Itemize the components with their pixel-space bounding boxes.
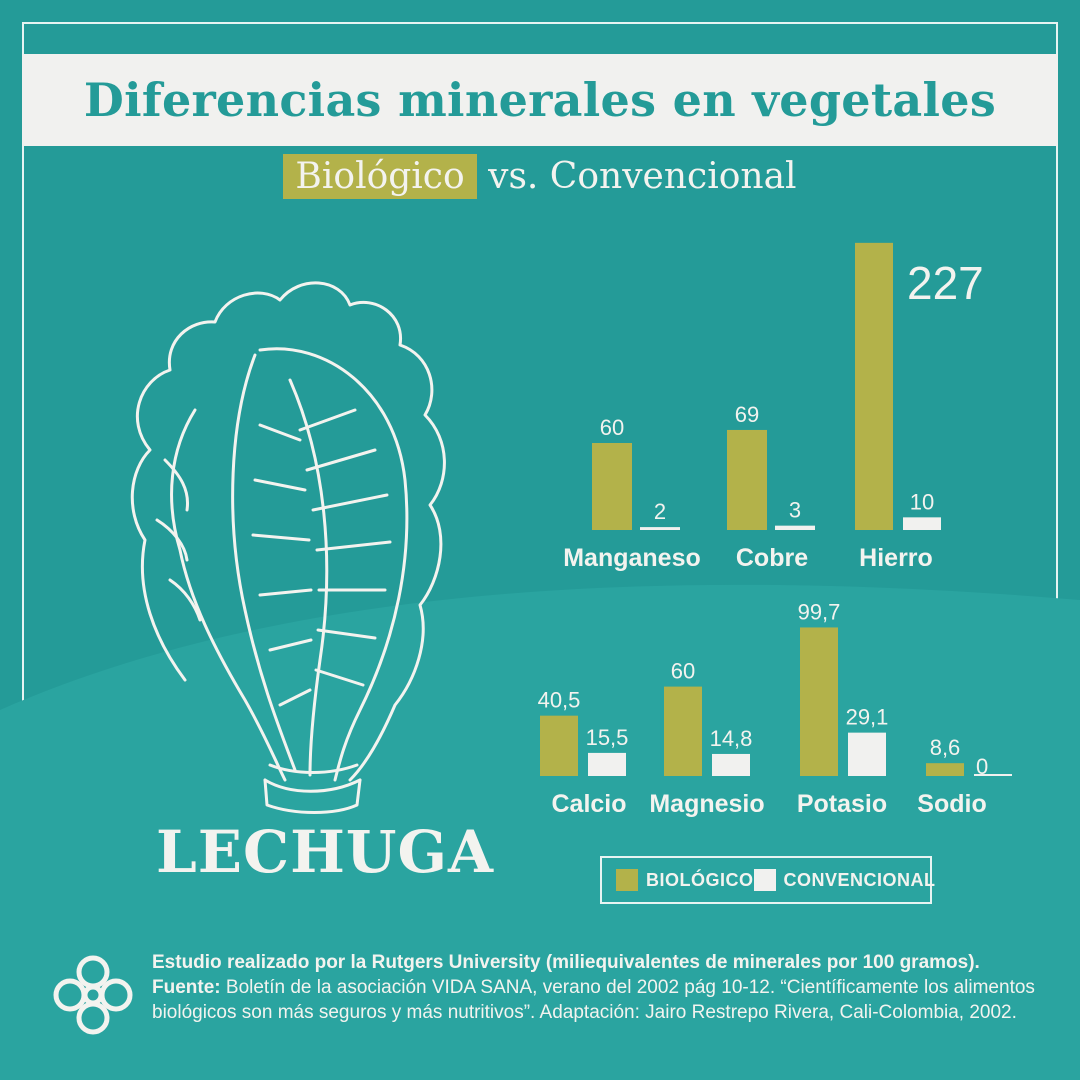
value-label-biologico-sodio: 8,6 — [930, 735, 961, 760]
legend-swatch-convencional — [753, 869, 776, 891]
value-label-biologico-hierro: 227 — [907, 257, 984, 309]
bar-convencional-sodio — [974, 774, 1012, 776]
bar-biologico-sodio — [926, 763, 964, 776]
chart-legend: BIOLÓGICO CONVENCIONAL — [600, 856, 935, 904]
bar-biologico-manganeso — [592, 443, 632, 530]
subtitle-rest: vs. Convencional — [488, 156, 797, 197]
value-label-convencional-sodio: 0 — [976, 754, 988, 779]
category-label-hierro: Hierro — [859, 544, 933, 572]
legend-item-biologico: BIOLÓGICO — [616, 869, 754, 891]
bar-convencional-potasio — [848, 732, 886, 776]
value-label-biologico-magnesio: 60 — [671, 659, 695, 684]
subtitle: Biológico vs. Convencional — [0, 154, 1080, 199]
legend-label-biologico: BIOLÓGICO — [646, 869, 754, 890]
bar-biologico-potasio — [800, 627, 838, 776]
lettuce-icon — [130, 281, 446, 814]
value-label-biologico-cobre: 69 — [735, 402, 759, 427]
category-label-sodio: Sodio — [917, 790, 986, 818]
legend-label-convencional: CONVENCIONAL — [783, 869, 936, 890]
source-label: Fuente: — [152, 977, 221, 998]
study-note: Estudio realizado por la Rutgers Univers… — [152, 952, 980, 973]
value-label-biologico-potasio: 99,7 — [798, 599, 841, 624]
bar-convencional-magnesio — [712, 753, 750, 776]
value-label-convencional-cobre: 3 — [789, 498, 801, 523]
bar-convencional-calcio — [588, 752, 626, 776]
source-note: Fuente: Boletín de la asociación VIDA SA… — [152, 975, 1042, 1025]
bar-biologico-magnesio — [664, 686, 702, 776]
page-title: Diferencias minerales en vegetales — [83, 73, 997, 127]
bar-convencional-manganeso — [640, 527, 680, 530]
bar-convencional-hierro — [903, 517, 941, 530]
category-label-cobre: Cobre — [736, 544, 808, 572]
subtitle-highlight: Biológico — [283, 154, 477, 199]
value-label-convencional-hierro: 10 — [910, 489, 934, 514]
legend-swatch-biologico — [616, 869, 638, 891]
value-label-convencional-manganeso: 2 — [654, 499, 666, 524]
value-label-convencional-magnesio: 14,8 — [710, 726, 753, 751]
category-label-calcio: Calcio — [551, 790, 626, 818]
category-label-manganeso: Manganeso — [563, 544, 701, 572]
bar-biologico-cobre — [727, 429, 767, 530]
vegetable-name: LECHUGA — [155, 818, 495, 886]
value-label-biologico-calcio: 40,5 — [538, 688, 581, 713]
title-bar: Diferencias minerales en vegetales — [22, 54, 1058, 146]
value-label-biologico-manganeso: 60 — [600, 415, 624, 440]
footer: Estudio realizado por la Rutgers Univers… — [152, 950, 1042, 1025]
legend-item-convencional: CONVENCIONAL — [753, 869, 936, 891]
knot-logo-icon — [53, 955, 133, 1035]
bar-convencional-cobre — [775, 525, 815, 530]
value-label-convencional-calcio: 15,5 — [586, 725, 629, 750]
value-label-convencional-potasio: 29,1 — [846, 705, 889, 730]
bar-biologico-hierro — [855, 242, 893, 530]
category-label-potasio: Potasio — [797, 790, 887, 818]
category-label-magnesio: Magnesio — [649, 790, 764, 818]
source-text: Boletín de la asociación VIDA SANA, vera… — [152, 977, 1035, 1023]
bar-biologico-calcio — [540, 715, 578, 776]
